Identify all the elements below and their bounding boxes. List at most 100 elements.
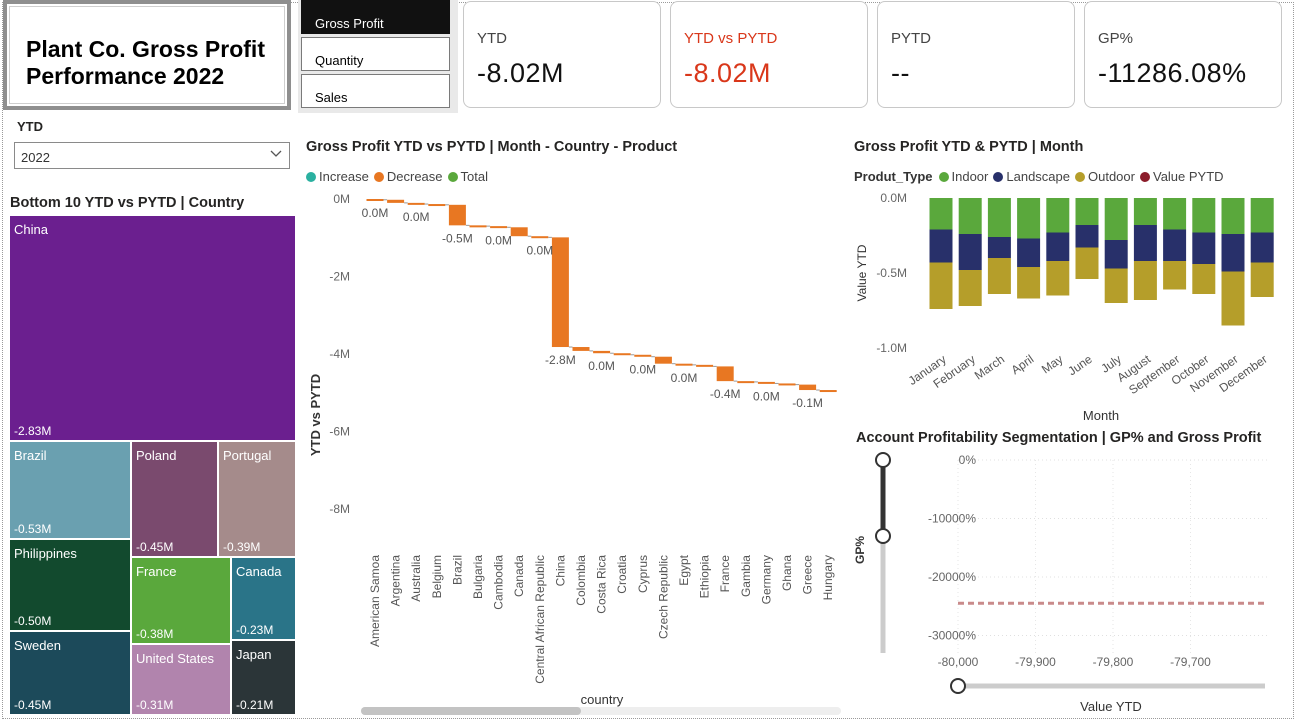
waterfall-title: Gross Profit YTD vs PYTD | Month - Count… [306, 139, 678, 155]
stacked-bar-segment[interactable] [1104, 240, 1128, 269]
stacked-bar-segment[interactable] [1221, 234, 1245, 272]
stacked-bar-segment[interactable] [1017, 267, 1041, 299]
legend-item-indoor[interactable]: Indoor [938, 169, 988, 184]
stacked-x-tick-label: May [1039, 352, 1066, 376]
stacked-bar-segment[interactable] [1163, 261, 1187, 290]
y-range-slider-handle-top[interactable] [875, 452, 891, 468]
waterfall-x-tick-label: France [718, 555, 732, 593]
stacked-bar-segment[interactable] [1046, 232, 1070, 262]
waterfall-bar[interactable] [696, 364, 714, 367]
stacked-bar-segment[interactable] [1046, 198, 1070, 233]
treemap-tile-japan[interactable]: Japan -0.21M [231, 640, 296, 715]
stacked-bar-segment[interactable] [1075, 225, 1099, 248]
stacked-bar-segment[interactable] [1192, 232, 1216, 265]
stacked-bar-segment[interactable] [1192, 198, 1216, 233]
waterfall-bar[interactable] [819, 390, 837, 393]
stacked-bar-segment[interactable] [1133, 198, 1157, 225]
legend-item-outdoor[interactable]: Outdoor [1075, 169, 1135, 184]
stacked-bar-segment[interactable] [1075, 198, 1099, 225]
stacked-bar-segment[interactable] [1192, 264, 1216, 294]
waterfall-bar[interactable] [593, 350, 611, 354]
treemap-tile-sweden[interactable]: Sweden -0.45M [9, 631, 131, 715]
stacked-bar-segment[interactable] [987, 237, 1011, 258]
waterfall-bar[interactable] [510, 227, 528, 237]
waterfall-bar[interactable] [716, 366, 734, 382]
legend-item-increase[interactable]: Increase [306, 169, 369, 184]
treemap-tile-philippines[interactable]: Philippines -0.50M [9, 539, 131, 631]
waterfall-bar[interactable] [572, 347, 590, 351]
waterfall-bar[interactable] [448, 204, 466, 226]
stacked-bar-segment[interactable] [1104, 198, 1128, 240]
stacked-chart-title: Gross Profit YTD & PYTD | Month [854, 139, 1084, 155]
waterfall-x-tick-label: Bulgaria [471, 555, 485, 599]
stacked-bar-segment[interactable] [1104, 268, 1128, 304]
treemap-tile-france[interactable]: France -0.38M [131, 557, 231, 644]
stacked-bar-segment[interactable] [929, 262, 953, 310]
scatter-x-tick-label: -79,800 [1093, 655, 1134, 669]
stacked-bar-segment[interactable] [1221, 271, 1245, 326]
stacked-bar-segment[interactable] [1075, 247, 1099, 280]
stacked-bar-segment[interactable] [1250, 262, 1274, 298]
treemap-tile-brazil[interactable]: Brazil -0.53M [9, 441, 131, 539]
x-range-slider-handle[interactable] [950, 678, 966, 694]
tile-value: -0.23M [236, 623, 274, 637]
treemap-tile-poland[interactable]: Poland -0.45M [131, 441, 218, 557]
stacked-bar-segment[interactable] [958, 234, 982, 270]
stacked-y-tick-label: 0.0M [880, 191, 907, 205]
stacked-bar-segment[interactable] [958, 270, 982, 306]
treemap-tile-portugal[interactable]: Portugal -0.39M [218, 441, 296, 557]
stacked-bar-segment[interactable] [1017, 238, 1041, 268]
legend-item-value-pytd[interactable]: Value PYTD [1139, 169, 1224, 184]
stacked-bar-segment[interactable] [1017, 198, 1041, 239]
waterfall-bar[interactable] [737, 381, 755, 384]
waterfall-scrollbar-thumb[interactable] [361, 707, 581, 715]
stacked-bar-segment[interactable] [1046, 261, 1070, 296]
stacked-bar-segment[interactable] [1250, 198, 1274, 233]
waterfall-bar[interactable] [366, 199, 384, 201]
legend-item-decrease[interactable]: Decrease [373, 169, 443, 184]
waterfall-bar[interactable] [407, 202, 425, 205]
stacked-bar-segment[interactable] [1250, 232, 1274, 263]
waterfall-bar[interactable] [654, 356, 672, 364]
waterfall-bar[interactable] [428, 204, 446, 207]
waterfall-bar[interactable] [757, 381, 775, 384]
measure-button-gross-profit[interactable]: Gross Profit [301, 0, 450, 34]
y-range-slider-handle-bottom[interactable] [875, 528, 891, 544]
waterfall-bar[interactable] [613, 353, 631, 356]
tile-value: -0.45M [136, 540, 174, 554]
stacked-x-tick-label: March [972, 352, 1007, 383]
stacked-bar-segment[interactable] [1133, 225, 1157, 261]
legend-item-total[interactable]: Total [447, 169, 488, 184]
treemap-tile-china[interactable]: China -2.83M [9, 215, 296, 441]
year-slicer-dropdown[interactable]: 2022 [14, 142, 290, 169]
stacked-bar-segment[interactable] [1221, 198, 1245, 234]
kpi-label: GP% [1098, 30, 1134, 47]
measure-button-quantity[interactable]: Quantity [301, 37, 450, 71]
waterfall-data-label: -0.5M [442, 231, 473, 245]
stacked-bar-segment[interactable] [1163, 198, 1187, 230]
stacked-bar-segment[interactable] [929, 198, 953, 230]
waterfall-bar[interactable] [531, 236, 549, 239]
treemap-tile-united-states[interactable]: United States -0.31M [131, 644, 231, 715]
waterfall-bar[interactable] [799, 384, 817, 391]
stacked-bar-segment[interactable] [987, 198, 1011, 237]
treemap-tile-canada[interactable]: Canada -0.23M [231, 557, 296, 640]
waterfall-bar[interactable] [634, 354, 652, 357]
legend-label: Value PYTD [1152, 169, 1224, 184]
stacked-bar-segment[interactable] [1133, 261, 1157, 300]
waterfall-bar[interactable] [490, 226, 508, 229]
stacked-bar-segment[interactable] [987, 258, 1011, 294]
legend-item-landscape[interactable]: Landscape [993, 169, 1070, 184]
measure-button-sales[interactable]: Sales [301, 74, 450, 108]
stacked-bar-segment[interactable] [1163, 229, 1187, 262]
waterfall-bar[interactable] [675, 363, 693, 366]
waterfall-bar[interactable] [551, 237, 569, 348]
waterfall-scrollbar-track[interactable] [361, 707, 841, 715]
stacked-bar-segment[interactable] [929, 229, 953, 263]
chevron-down-icon[interactable] [269, 146, 283, 163]
waterfall-bar[interactable] [778, 383, 796, 386]
waterfall-bar[interactable] [469, 225, 487, 228]
waterfall-bar[interactable] [387, 199, 405, 203]
stacked-bar-segment[interactable] [958, 198, 982, 234]
kpi-card-gp-percent: GP% -11286.08% [1084, 1, 1282, 108]
